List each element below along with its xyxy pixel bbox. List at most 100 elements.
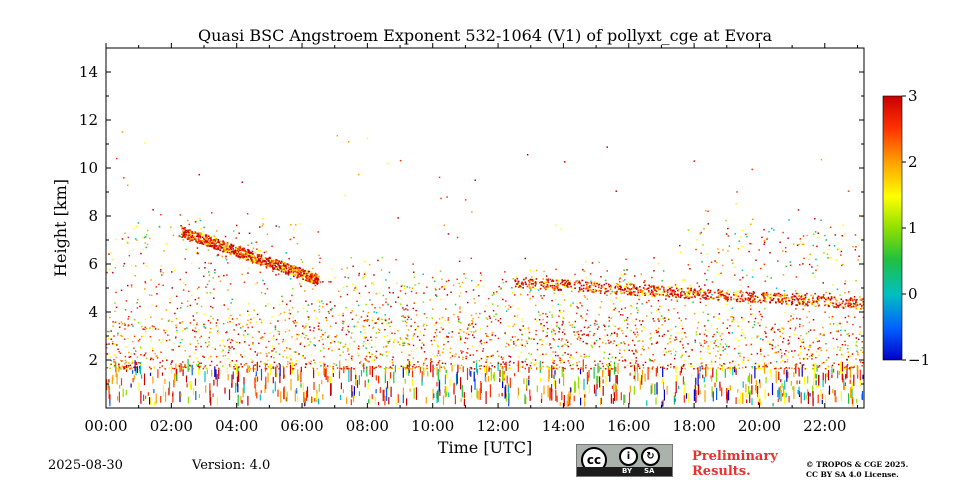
data-point: [291, 361, 293, 374]
data-point: [224, 251, 226, 253]
data-point: [841, 361, 843, 373]
data-point: [577, 376, 580, 389]
data-point: [735, 337, 737, 340]
data-point: [610, 365, 612, 368]
data-point: [270, 265, 273, 267]
data-point: [363, 319, 365, 322]
data-point: [539, 339, 541, 341]
data-point: [814, 292, 816, 295]
data-point: [353, 368, 355, 370]
data-point: [121, 360, 123, 362]
data-point: [413, 302, 415, 304]
data-point: [547, 327, 549, 330]
data-point: [331, 315, 334, 317]
data-point: [342, 312, 344, 315]
data-point: [269, 322, 272, 324]
data-point: [263, 263, 266, 265]
data-point: [534, 364, 537, 366]
data-point: [407, 315, 409, 317]
data-point: [532, 284, 535, 286]
data-point: [820, 219, 822, 221]
data-point: [332, 366, 334, 368]
data-point: [675, 338, 678, 341]
data-point: [128, 356, 130, 358]
data-point: [290, 378, 292, 391]
data-point: [317, 325, 320, 327]
data-point: [304, 270, 306, 272]
data-point: [584, 394, 586, 398]
data-point: [775, 361, 778, 363]
data-point: [309, 341, 311, 343]
data-point: [423, 292, 425, 294]
data-point: [699, 372, 701, 379]
data-point: [508, 364, 511, 366]
data-point: [788, 336, 791, 338]
data-point: [405, 368, 407, 370]
data-point: [505, 300, 507, 302]
data-point: [457, 316, 459, 318]
data-point: [556, 395, 558, 403]
data-point: [187, 229, 189, 232]
data-point: [169, 301, 171, 304]
data-point: [390, 367, 393, 369]
data-point: [311, 273, 313, 276]
data-point: [197, 342, 199, 345]
data-point: [470, 257, 472, 260]
data-point: [750, 296, 752, 299]
data-point: [323, 347, 325, 349]
data-point: [757, 393, 759, 402]
data-point: [509, 306, 512, 308]
data-point: [812, 341, 814, 344]
data-point: [399, 337, 402, 339]
data-point: [396, 340, 399, 343]
data-point: [572, 363, 574, 366]
data-point: [603, 365, 605, 374]
data-point: [164, 368, 166, 370]
data-point: [258, 259, 260, 261]
data-point: [704, 298, 707, 300]
data-point: [292, 228, 295, 231]
data-point: [436, 354, 439, 357]
data-point: [777, 351, 780, 353]
data-point: [749, 372, 751, 384]
data-point: [468, 330, 471, 332]
data-point: [358, 318, 361, 321]
data-point: [793, 295, 795, 298]
data-point: [217, 254, 220, 256]
data-point: [300, 258, 302, 261]
data-point: [184, 233, 186, 235]
data-point: [182, 289, 185, 291]
data-point: [274, 261, 276, 264]
data-point: [195, 346, 197, 348]
data-point: [382, 389, 384, 402]
data-point: [799, 351, 801, 354]
data-point: [591, 346, 593, 348]
data-point: [258, 342, 260, 345]
data-point: [154, 328, 157, 330]
data-point: [621, 329, 623, 332]
data-point: [515, 344, 517, 347]
data-point: [366, 366, 368, 377]
data-point: [827, 297, 830, 300]
data-point: [286, 303, 288, 306]
data-point: [681, 331, 683, 333]
data-point: [214, 272, 216, 274]
data-point: [765, 336, 767, 338]
data-point: [142, 335, 145, 338]
data-point: [140, 362, 142, 375]
data-point: [208, 280, 210, 282]
data-point: [111, 376, 113, 385]
data-point: [832, 323, 835, 325]
data-point: [432, 388, 434, 400]
data-point: [183, 231, 186, 233]
data-point: [528, 284, 531, 286]
data-point: [604, 288, 606, 290]
data-point: [256, 254, 259, 256]
data-point: [446, 370, 448, 379]
data-point: [655, 329, 657, 332]
data-point: [706, 295, 708, 297]
data-point: [300, 383, 302, 388]
data-point: [798, 386, 800, 395]
data-point: [324, 366, 326, 369]
data-point: [627, 364, 629, 366]
